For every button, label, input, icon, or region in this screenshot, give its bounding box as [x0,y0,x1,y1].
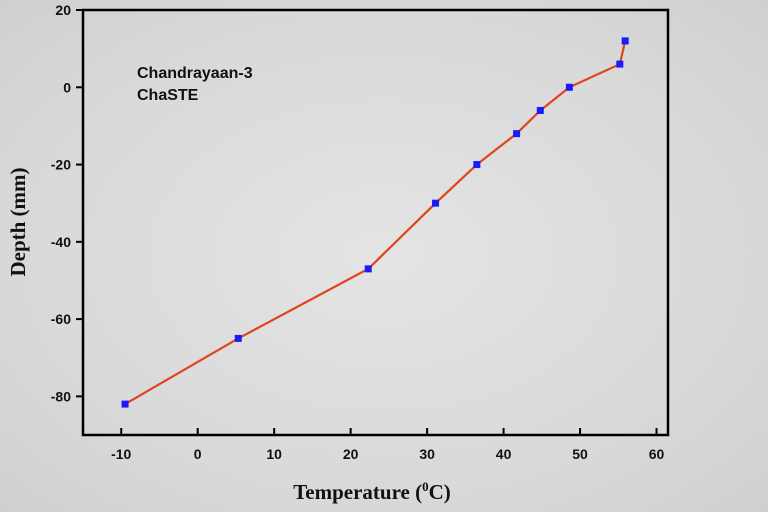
annotation-line-2: ChaSTE [137,87,199,104]
y-axis-label: Depth (mm) [6,167,30,276]
x-tick-label: 30 [419,446,435,462]
data-point [121,400,129,408]
y-tick-label: -60 [51,311,71,327]
data-point [473,161,481,169]
x-axis-label-unit: C) [429,480,451,504]
y-tick-label: 0 [63,79,71,95]
data-point [364,265,372,273]
series-line [124,40,627,406]
data-point [536,106,544,114]
data-point [513,130,521,138]
x-tick-label: 60 [649,446,665,462]
plot-area [81,8,670,437]
x-tick-label: 0 [194,446,202,462]
y-tick-label: 20 [55,2,71,18]
y-tick-label: -40 [51,234,71,250]
x-axis-label-text: Temperature ( [293,480,422,504]
x-tick-label: 40 [496,446,512,462]
data-point [616,60,624,68]
y-tick-label: -80 [51,388,71,404]
x-tick-label: 10 [266,446,282,462]
data-point [565,83,573,91]
x-tick-label: 20 [343,446,359,462]
data-point [432,199,440,207]
x-tick-label: -10 [111,446,131,462]
data-point [234,334,242,342]
x-axis-label: Temperature (0C) [293,479,451,504]
data-point [621,37,629,45]
y-tick-label: -20 [51,157,71,173]
annotation-line-1: Chandrayaan-3 [137,65,253,82]
x-axis-label-superscript: 0 [422,479,429,494]
x-tick-label: 50 [572,446,588,462]
